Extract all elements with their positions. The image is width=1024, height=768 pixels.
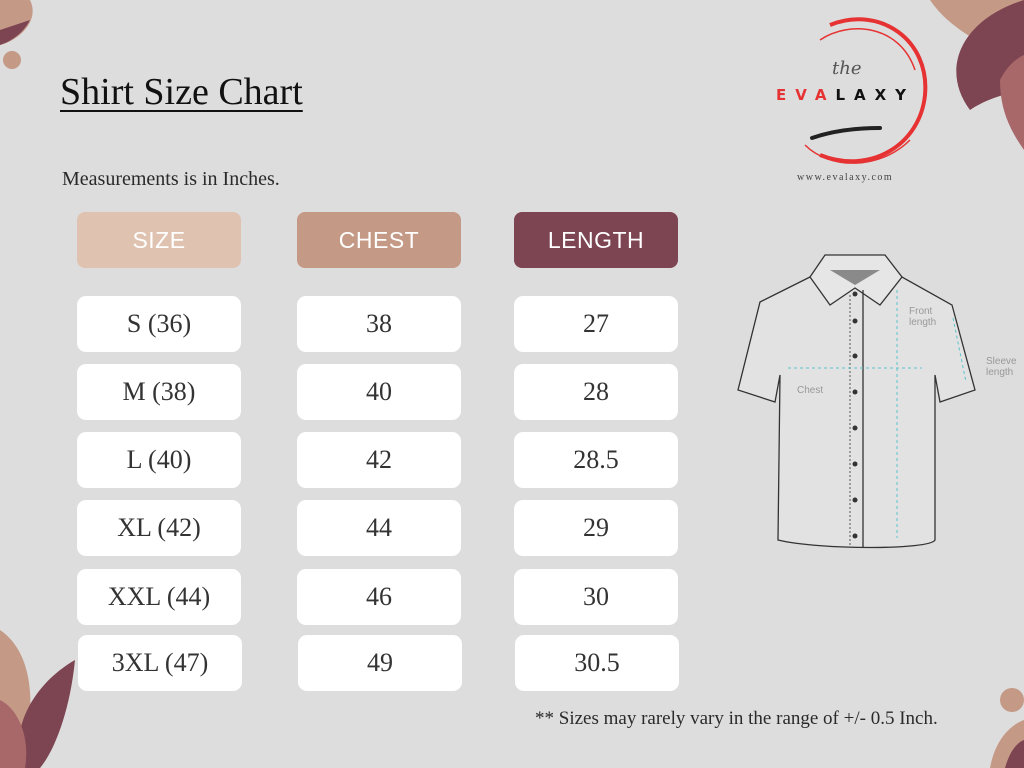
cell-chest: 49 [298,635,462,691]
logo-the: the [832,58,862,79]
cell-length: 30.5 [515,635,679,691]
cell-size: XL (42) [77,500,241,556]
cell-size: S (36) [77,296,241,352]
shirt-diagram: Chest Front length Sleeve length [737,254,1017,549]
cell-chest: 46 [297,569,461,625]
cell-length: 28.5 [514,432,678,488]
header-chest: CHEST [297,212,461,268]
logo-ring-icon [804,17,928,164]
cell-length: 27 [514,296,678,352]
cell-size: M (38) [77,364,241,420]
cell-chest: 38 [297,296,461,352]
label-sleeve-length-1: Sleeve [986,356,1017,367]
label-sleeve-length-2: length [986,367,1013,378]
size-variance-note: ** Sizes may rarely vary in the range of… [535,708,938,729]
cell-size: 3XL (47) [78,635,242,691]
header-size: SIZE [77,212,241,268]
header-length: LENGTH [514,212,678,268]
brand-url: www.evalaxy.com [797,172,894,183]
page-title: Shirt Size Chart [60,71,303,113]
cell-length: 29 [514,500,678,556]
logo-name-black: LAXY [835,86,916,104]
cell-chest: 42 [297,432,461,488]
label-front-length-2: length [909,317,936,328]
logo-name-red: EVA [776,86,836,104]
cell-length: 28 [514,364,678,420]
label-chest: Chest [797,385,823,396]
label-front-length-1: Front [909,306,933,317]
cell-chest: 44 [297,500,461,556]
cell-size: L (40) [77,432,241,488]
measurement-unit-note: Measurements is in Inches. [62,168,280,190]
cell-chest: 40 [297,364,461,420]
cell-length: 30 [514,569,678,625]
logo-name: EVALAXY [776,86,915,104]
cell-size: XXL (44) [77,569,241,625]
